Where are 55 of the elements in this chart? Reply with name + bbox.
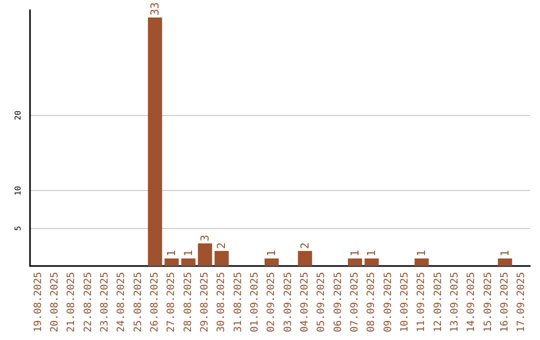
x-tick-label: 30.08.2025: [216, 272, 228, 332]
data-label: 1: [498, 250, 512, 256]
x-tick-label: 13.09.2025: [450, 272, 460, 332]
data-label: 1: [182, 250, 195, 256]
x-tick-label: 11.09.2025: [416, 272, 428, 332]
data-label: 1: [415, 250, 428, 256]
bar: [414, 258, 429, 266]
x-tick-label: 17.09.2025: [516, 272, 528, 332]
data-label: 33: [148, 2, 162, 16]
x-tick-label: 10.09.2025: [400, 272, 410, 332]
bar: [198, 243, 212, 266]
x-tick-label: 08.09.2025: [366, 272, 378, 332]
x-tick-label: 26.08.2025: [150, 272, 160, 332]
x-tick-label: 23.08.2025: [100, 272, 110, 332]
x-tick-label: 02.09.2025: [266, 272, 278, 332]
bar: [164, 258, 179, 266]
x-tick-label: 15.09.2025: [482, 272, 494, 332]
x-tick-label: 06.09.2025: [332, 272, 344, 332]
x-tick-label: 03.09.2025: [282, 272, 294, 332]
data-label: 3: [198, 234, 212, 242]
x-tick-label: 16.09.2025: [500, 272, 510, 332]
data-label: 2: [215, 242, 228, 249]
x-tick-label: 24.08.2025: [116, 272, 128, 332]
x-tick-label: 12.09.2025: [432, 272, 444, 332]
x-tick-label: 14.09.2025: [466, 272, 478, 332]
x-tick-label: 21.08.2025: [66, 272, 78, 332]
x-tick-label: 20.08.2025: [50, 272, 60, 332]
x-tick-label: 28.08.2025: [182, 272, 194, 332]
bar: [181, 258, 196, 266]
y-tick-label: 20: [14, 110, 22, 120]
x-tick-label: 04.09.2025: [300, 272, 310, 332]
data-label: 1: [165, 250, 178, 256]
y-tick-label: 5: [14, 226, 22, 231]
x-tick-label: 07.09.2025: [350, 272, 360, 332]
bar: [348, 258, 362, 266]
x-tick-label: 22.08.2025: [82, 272, 94, 332]
y-tick-label: 10: [14, 186, 22, 196]
bar: [364, 258, 379, 266]
data-label: 1: [365, 250, 378, 256]
bar: [498, 258, 512, 266]
data-label: 1: [265, 250, 278, 256]
x-tick-label: 25.08.2025: [132, 272, 144, 332]
data-label: 2: [298, 242, 312, 249]
x-tick-label: 29.08.2025: [200, 272, 210, 332]
bar: [298, 250, 312, 266]
bar: [148, 18, 162, 266]
bar: [264, 258, 279, 266]
x-tick-label: 27.08.2025: [166, 272, 178, 332]
x-tick-label: 09.09.2025: [382, 272, 394, 332]
x-tick-label: 19.08.2025: [32, 272, 44, 332]
x-tick-label: 05.09.2025: [316, 272, 328, 332]
x-tick-label: 31.08.2025: [232, 272, 244, 332]
x-tick-label: 01.09.2025: [250, 272, 260, 332]
data-label: 1: [348, 250, 362, 256]
bar: [214, 250, 229, 266]
